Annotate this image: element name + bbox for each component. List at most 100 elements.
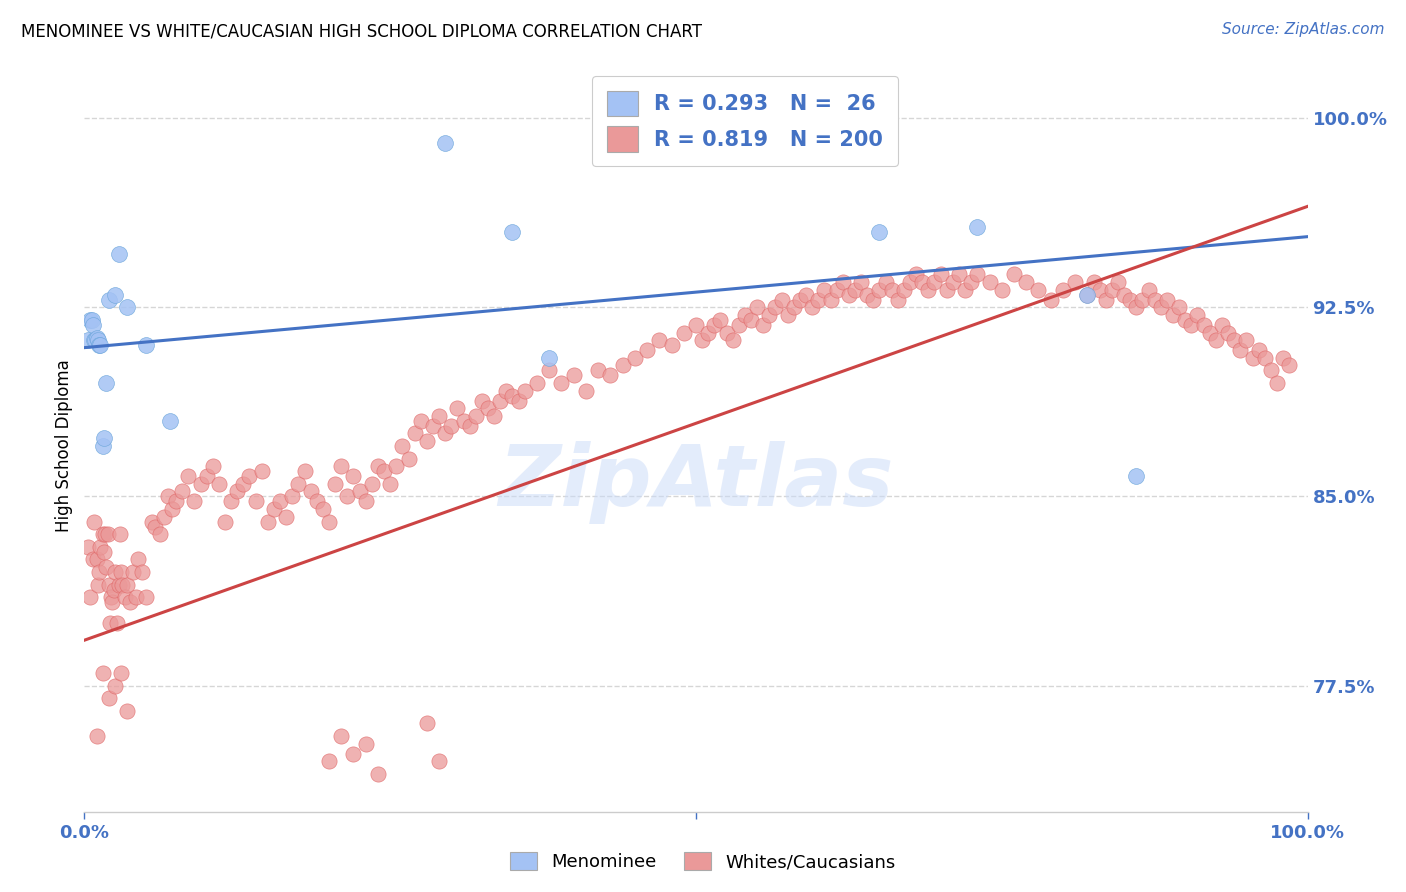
Point — [1161, 308, 1184, 322]
Point — [446, 401, 468, 416]
Point — [143, 519, 166, 533]
Point — [776, 308, 799, 322]
Point — [960, 275, 983, 289]
Point — [875, 275, 897, 289]
Point — [104, 287, 127, 301]
Point — [1192, 318, 1215, 332]
Point — [1260, 363, 1282, 377]
Point — [97, 293, 120, 307]
Point — [502, 388, 524, 402]
Point — [294, 464, 316, 478]
Point — [165, 494, 187, 508]
Point — [1107, 275, 1129, 289]
Point — [110, 665, 132, 680]
Point — [482, 409, 505, 423]
Point — [107, 578, 129, 592]
Point — [318, 754, 340, 768]
Point — [98, 615, 121, 630]
Point — [97, 691, 120, 706]
Point — [966, 219, 988, 234]
Point — [89, 338, 111, 352]
Point — [391, 439, 413, 453]
Point — [869, 225, 891, 239]
Point — [94, 527, 117, 541]
Point — [97, 527, 120, 541]
Point — [183, 494, 205, 508]
Point — [342, 747, 364, 761]
Point — [1223, 333, 1246, 347]
Point — [991, 283, 1014, 297]
Point — [807, 293, 830, 307]
Point — [789, 293, 811, 307]
Point — [97, 578, 120, 592]
Point — [1088, 283, 1111, 297]
Point — [1015, 275, 1038, 289]
Point — [612, 359, 634, 373]
Point — [82, 552, 104, 566]
Point — [905, 268, 928, 282]
Point — [1143, 293, 1166, 307]
Point — [190, 476, 212, 491]
Point — [177, 469, 200, 483]
Point — [820, 293, 842, 307]
Point — [1094, 293, 1116, 307]
Point — [685, 318, 707, 332]
Point — [114, 591, 136, 605]
Point — [1278, 359, 1301, 373]
Point — [1229, 343, 1251, 358]
Point — [354, 737, 377, 751]
Point — [83, 333, 105, 347]
Point — [1028, 283, 1050, 297]
Point — [740, 313, 762, 327]
Point — [219, 494, 242, 508]
Point — [794, 287, 817, 301]
Point — [599, 368, 621, 383]
Point — [703, 318, 725, 332]
Point — [195, 469, 218, 483]
Point — [575, 384, 598, 398]
Point — [87, 338, 110, 352]
Point — [77, 540, 100, 554]
Point — [849, 275, 872, 289]
Point — [226, 484, 249, 499]
Point — [709, 313, 731, 327]
Point — [257, 515, 280, 529]
Point — [752, 318, 775, 332]
Point — [562, 368, 585, 383]
Point — [1187, 308, 1209, 322]
Point — [108, 527, 131, 541]
Point — [948, 268, 970, 282]
Point — [831, 275, 853, 289]
Point — [77, 333, 100, 347]
Point — [1174, 313, 1197, 327]
Point — [141, 515, 163, 529]
Point — [305, 494, 328, 508]
Point — [201, 459, 224, 474]
Point — [1216, 326, 1239, 340]
Point — [1125, 300, 1147, 314]
Point — [1150, 300, 1173, 314]
Point — [734, 308, 756, 322]
Point — [115, 704, 138, 718]
Point — [299, 484, 322, 499]
Point — [1119, 293, 1142, 307]
Point — [385, 459, 408, 474]
Point — [127, 552, 149, 566]
Point — [111, 578, 134, 592]
Point — [935, 283, 957, 297]
Point — [838, 287, 860, 301]
Point — [856, 287, 879, 301]
Point — [697, 326, 720, 340]
Point — [416, 716, 439, 731]
Point — [135, 591, 157, 605]
Y-axis label: High School Diploma: High School Diploma — [55, 359, 73, 533]
Point — [898, 275, 921, 289]
Point — [245, 494, 267, 508]
Point — [312, 502, 335, 516]
Point — [86, 552, 108, 566]
Point — [1002, 268, 1025, 282]
Point — [1076, 287, 1098, 301]
Point — [1254, 351, 1277, 365]
Point — [1241, 351, 1264, 365]
Point — [91, 439, 114, 453]
